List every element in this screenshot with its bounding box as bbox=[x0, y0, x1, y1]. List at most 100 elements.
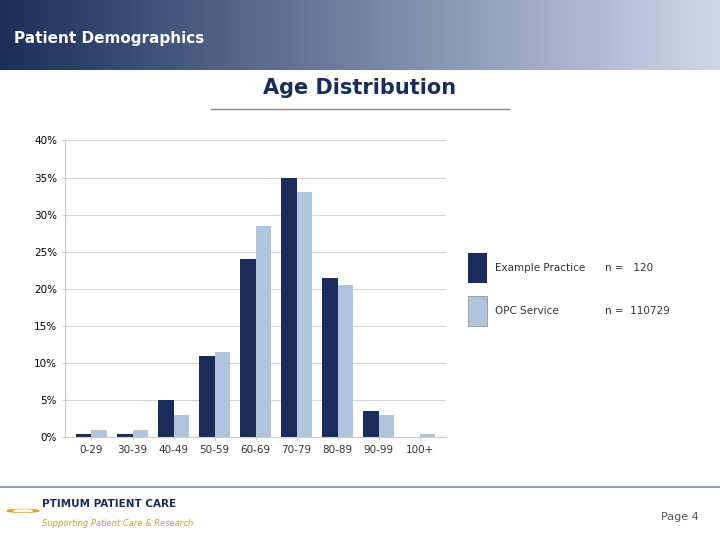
Bar bbox=[672, 0, 675, 70]
Bar bbox=[230, 0, 233, 70]
Bar bbox=[135, 0, 137, 70]
Bar bbox=[293, 0, 295, 70]
Bar bbox=[99, 0, 101, 70]
Bar bbox=[175, 0, 178, 70]
Bar bbox=[153, 0, 156, 70]
Bar bbox=[279, 0, 281, 70]
Bar bbox=[571, 0, 574, 70]
Bar bbox=[490, 0, 492, 70]
Bar bbox=[492, 0, 495, 70]
Bar bbox=[122, 0, 125, 70]
Bar bbox=[144, 0, 146, 70]
Bar bbox=[403, 0, 405, 70]
Text: Page 4: Page 4 bbox=[661, 512, 698, 522]
Bar bbox=[38, 0, 41, 70]
Bar bbox=[333, 0, 336, 70]
Bar bbox=[86, 0, 89, 70]
Bar bbox=[387, 0, 389, 70]
Bar bbox=[382, 0, 384, 70]
Bar bbox=[189, 0, 192, 70]
Bar bbox=[521, 0, 523, 70]
Bar bbox=[89, 0, 91, 70]
Bar bbox=[538, 0, 540, 70]
Bar bbox=[36, 0, 38, 70]
Bar bbox=[158, 400, 174, 437]
Bar bbox=[197, 0, 199, 70]
Bar bbox=[58, 0, 60, 70]
Bar bbox=[574, 0, 576, 70]
Bar bbox=[281, 178, 297, 437]
Bar bbox=[675, 0, 677, 70]
Bar bbox=[252, 0, 254, 70]
Bar bbox=[288, 0, 290, 70]
Bar bbox=[67, 0, 70, 70]
Bar bbox=[679, 0, 682, 70]
Bar bbox=[207, 0, 209, 70]
Bar bbox=[715, 0, 718, 70]
Bar bbox=[581, 0, 583, 70]
Bar bbox=[286, 0, 288, 70]
Bar bbox=[211, 0, 214, 70]
Bar bbox=[360, 0, 362, 70]
Bar bbox=[24, 0, 27, 70]
Bar bbox=[480, 0, 482, 70]
Bar bbox=[610, 0, 612, 70]
Bar bbox=[374, 0, 377, 70]
Bar bbox=[401, 0, 403, 70]
Bar bbox=[34, 0, 36, 70]
Circle shape bbox=[7, 509, 39, 512]
Bar bbox=[110, 0, 113, 70]
Bar bbox=[343, 0, 346, 70]
Bar bbox=[542, 0, 545, 70]
Bar bbox=[590, 0, 593, 70]
Bar bbox=[495, 0, 497, 70]
Bar bbox=[554, 0, 557, 70]
Bar bbox=[187, 0, 189, 70]
Bar bbox=[413, 0, 415, 70]
Text: Supporting Patient Care & Research: Supporting Patient Care & Research bbox=[42, 519, 193, 528]
Bar bbox=[408, 0, 410, 70]
Bar bbox=[41, 0, 43, 70]
Bar bbox=[463, 0, 466, 70]
Bar bbox=[693, 0, 696, 70]
Bar bbox=[322, 0, 324, 70]
Bar bbox=[605, 0, 607, 70]
Bar bbox=[274, 0, 276, 70]
Bar bbox=[718, 0, 720, 70]
Bar bbox=[549, 0, 552, 70]
Bar bbox=[696, 0, 698, 70]
Bar bbox=[670, 0, 672, 70]
Circle shape bbox=[14, 510, 32, 512]
Bar bbox=[506, 0, 509, 70]
Bar bbox=[648, 0, 650, 70]
Bar bbox=[338, 0, 341, 70]
Bar bbox=[665, 0, 667, 70]
Bar bbox=[290, 0, 293, 70]
Bar bbox=[567, 0, 569, 70]
Bar bbox=[60, 0, 63, 70]
Bar bbox=[266, 0, 269, 70]
Bar bbox=[593, 0, 595, 70]
Bar bbox=[168, 0, 171, 70]
Bar bbox=[468, 253, 487, 283]
Bar bbox=[451, 0, 454, 70]
Bar bbox=[322, 278, 338, 437]
Bar bbox=[215, 352, 230, 437]
Bar bbox=[297, 192, 312, 437]
Bar bbox=[338, 285, 354, 437]
Bar bbox=[45, 0, 48, 70]
Bar bbox=[691, 0, 693, 70]
Bar bbox=[127, 0, 130, 70]
Bar bbox=[372, 0, 374, 70]
Bar bbox=[355, 0, 358, 70]
Bar bbox=[367, 0, 369, 70]
Bar bbox=[415, 0, 418, 70]
Bar bbox=[182, 0, 185, 70]
Bar bbox=[473, 0, 475, 70]
Bar bbox=[531, 0, 533, 70]
Bar bbox=[139, 0, 142, 70]
Bar bbox=[228, 0, 230, 70]
Bar bbox=[595, 0, 598, 70]
Bar bbox=[619, 0, 621, 70]
Bar bbox=[70, 0, 72, 70]
